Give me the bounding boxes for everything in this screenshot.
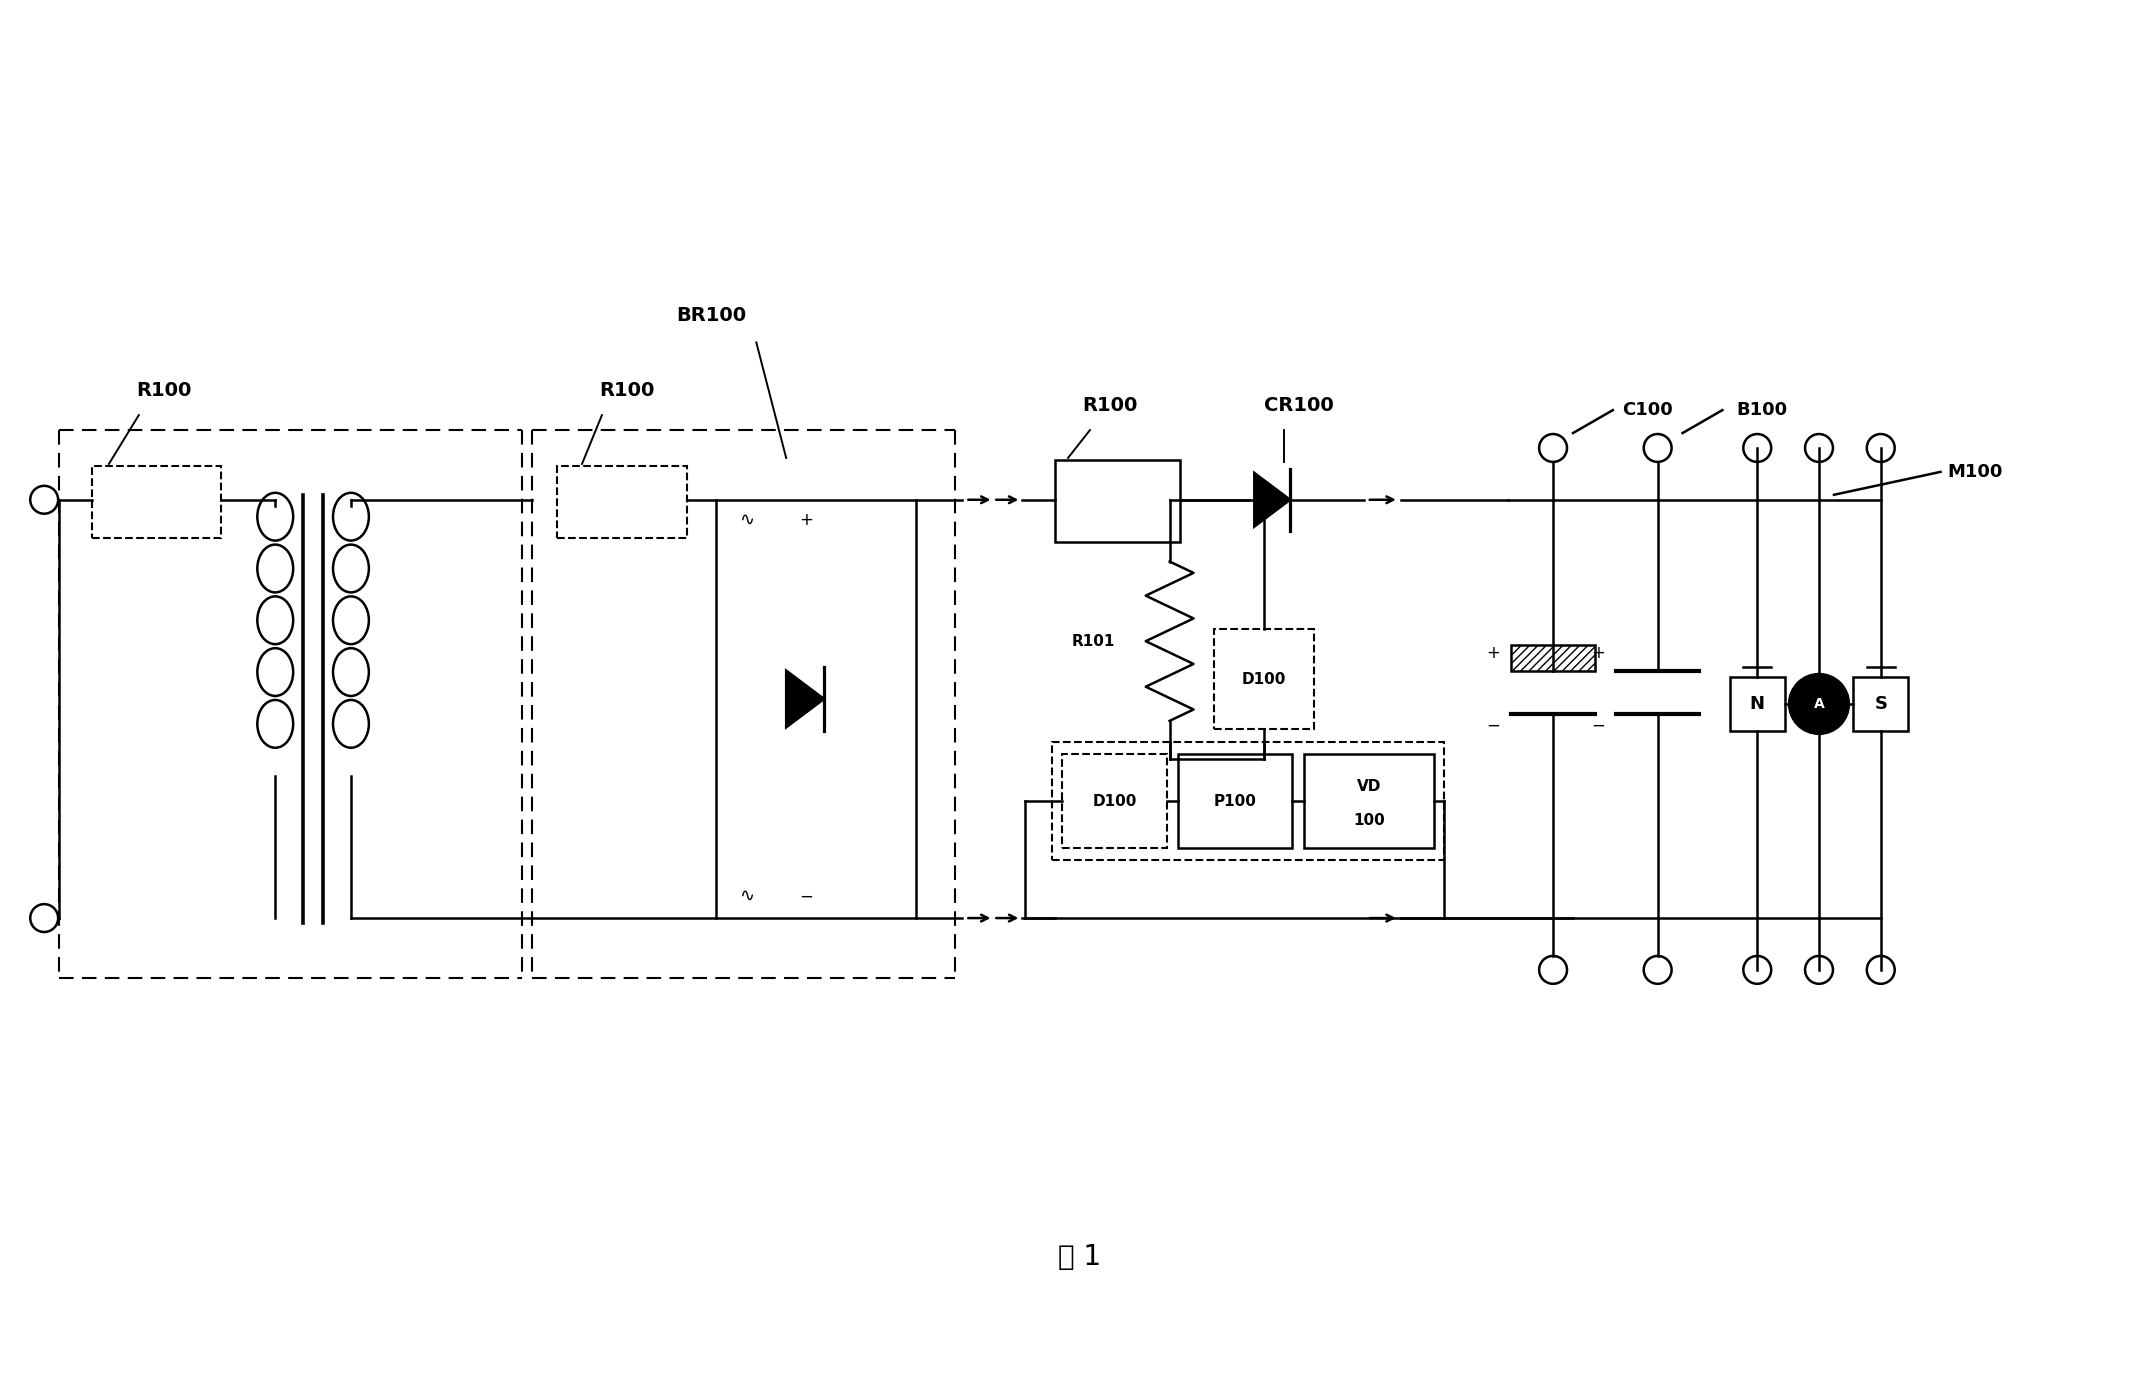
Text: 图 1: 图 1 — [1059, 1242, 1102, 1270]
Circle shape — [1744, 956, 1772, 983]
Circle shape — [1643, 434, 1671, 462]
Text: +: + — [1485, 644, 1501, 662]
Bar — [1214, 629, 1313, 729]
Bar — [1304, 754, 1434, 848]
Circle shape — [1867, 434, 1895, 462]
Text: ∿: ∿ — [740, 510, 755, 528]
Text: CR100: CR100 — [1263, 396, 1335, 415]
Bar — [1054, 461, 1179, 542]
Bar — [1729, 677, 1785, 731]
Bar — [716, 499, 916, 918]
Text: R100: R100 — [136, 381, 192, 400]
Text: −: − — [800, 887, 813, 905]
Bar — [1854, 677, 1908, 731]
Text: P100: P100 — [1214, 793, 1257, 808]
Circle shape — [1789, 674, 1850, 734]
Text: ∿: ∿ — [740, 887, 755, 905]
Bar — [93, 466, 222, 538]
Text: C100: C100 — [1621, 401, 1673, 419]
Circle shape — [30, 905, 58, 932]
Bar — [556, 466, 686, 538]
Circle shape — [1867, 956, 1895, 983]
Circle shape — [30, 485, 58, 514]
Text: N: N — [1751, 695, 1766, 713]
Text: 100: 100 — [1354, 814, 1384, 829]
Bar — [1063, 754, 1166, 848]
Text: S: S — [1874, 695, 1886, 713]
Text: M100: M100 — [1947, 463, 2003, 481]
Text: R100: R100 — [1082, 396, 1138, 415]
Text: +: + — [1591, 644, 1604, 662]
Circle shape — [1539, 956, 1567, 983]
Circle shape — [1643, 956, 1671, 983]
Bar — [1177, 754, 1291, 848]
Text: −: − — [1591, 717, 1604, 735]
Text: D100: D100 — [1093, 793, 1136, 808]
Text: R101: R101 — [1072, 634, 1115, 648]
Text: +: + — [800, 510, 813, 528]
Text: D100: D100 — [1242, 672, 1287, 687]
Text: BR100: BR100 — [677, 306, 746, 325]
Circle shape — [1539, 434, 1567, 462]
Polygon shape — [1255, 473, 1289, 527]
Bar — [1052, 742, 1445, 860]
Circle shape — [1744, 434, 1772, 462]
Bar — [1511, 645, 1595, 672]
Text: VD: VD — [1356, 779, 1382, 793]
Polygon shape — [787, 670, 824, 727]
Text: −: − — [1485, 717, 1501, 735]
Circle shape — [1805, 434, 1833, 462]
Bar — [1511, 645, 1595, 672]
Text: A: A — [1813, 696, 1824, 712]
Text: R100: R100 — [599, 381, 655, 400]
Text: B100: B100 — [1738, 401, 1787, 419]
Circle shape — [1805, 956, 1833, 983]
